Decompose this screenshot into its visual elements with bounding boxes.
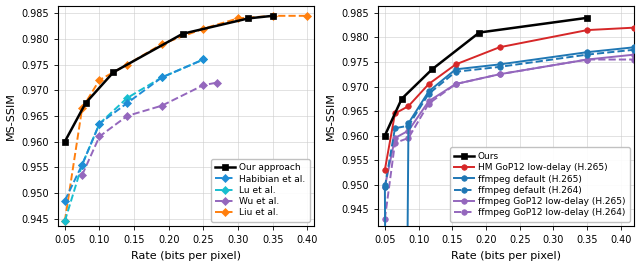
- Line: Ours: Ours: [381, 15, 590, 139]
- Ours: [398, 97, 406, 100]
- ffmpeg GoP12 low-delay (H.264): [452, 83, 460, 86]
- Habibian et al.: [200, 58, 207, 61]
- ffmpeg GoP12 low-delay (H.265): [425, 100, 433, 103]
- Line: HM GoP12 low-delay (H.265): HM GoP12 low-delay (H.265): [382, 25, 637, 173]
- ffmpeg default (H.264): [496, 65, 504, 68]
- Liu et al.: [124, 63, 131, 66]
- Line: ffmpeg default (H.264): ffmpeg default (H.264): [382, 47, 637, 190]
- Our approach: [61, 140, 68, 143]
- ffmpeg GoP12 low-delay (H.265): [452, 83, 460, 86]
- Wu et al.: [124, 114, 131, 118]
- Our approach: [244, 17, 252, 20]
- Y-axis label: MS-SSIM: MS-SSIM: [6, 92, 15, 140]
- Our approach: [82, 102, 90, 105]
- ffmpeg GoP12 low-delay (H.264): [584, 58, 591, 61]
- Habibian et al.: [124, 102, 131, 105]
- Wu et al.: [95, 135, 103, 138]
- Habibian et al.: [95, 122, 103, 125]
- Liu et al.: [200, 27, 207, 30]
- HM GoP12 low-delay (H.265): [496, 46, 504, 49]
- Liu et al.: [269, 14, 276, 17]
- ffmpeg default (H.265): [496, 63, 504, 66]
- ffmpeg default (H.265): [630, 46, 638, 49]
- Line: Our approach: Our approach: [61, 13, 276, 145]
- Lu et al.: [200, 58, 207, 61]
- HM GoP12 low-delay (H.265): [425, 83, 433, 86]
- Liu et al.: [95, 78, 103, 82]
- ffmpeg GoP12 low-delay (H.265): [584, 58, 591, 61]
- ffmpeg default (H.265): [452, 68, 460, 71]
- ffmpeg default (H.264): [404, 124, 412, 128]
- ffmpeg GoP12 low-delay (H.264): [381, 217, 388, 221]
- HM GoP12 low-delay (H.265): [452, 63, 460, 66]
- Our approach: [109, 71, 117, 74]
- Ours: [476, 31, 483, 34]
- Line: ffmpeg GoP12 low-delay (H.265): ffmpeg GoP12 low-delay (H.265): [382, 52, 637, 190]
- Y-axis label: MS-SSIM: MS-SSIM: [326, 92, 336, 140]
- Lu et al.: [78, 163, 86, 166]
- ffmpeg GoP12 low-delay (H.265): [630, 53, 638, 56]
- Ours: [381, 134, 388, 137]
- Line: Lu et al.: Lu et al.: [62, 57, 206, 224]
- Line: Wu et al.: Wu et al.: [79, 80, 220, 178]
- Wu et al.: [200, 83, 207, 87]
- Liu et al.: [158, 43, 166, 46]
- ffmpeg default (H.264): [630, 48, 638, 51]
- Habibian et al.: [158, 76, 166, 79]
- ffmpeg GoP12 low-delay (H.264): [391, 141, 399, 145]
- Lu et al.: [124, 96, 131, 100]
- Our approach: [269, 14, 276, 17]
- ffmpeg default (H.264): [425, 92, 433, 95]
- Wu et al.: [78, 173, 86, 177]
- ffmpeg default (H.265): [425, 90, 433, 93]
- ffmpeg GoP12 low-delay (H.265): [381, 185, 388, 189]
- HM GoP12 low-delay (H.265): [381, 168, 388, 172]
- ffmpeg GoP12 low-delay (H.264): [496, 73, 504, 76]
- Our approach: [179, 32, 186, 35]
- ffmpeg default (H.264): [584, 53, 591, 56]
- HM GoP12 low-delay (H.265): [404, 105, 412, 108]
- Lu et al.: [61, 219, 68, 223]
- ffmpeg GoP12 low-delay (H.265): [404, 129, 412, 132]
- Ours: [428, 68, 436, 71]
- Legend: Ours, HM GoP12 low-delay (H.265), ffmpeg default (H.265), ffmpeg default (H.264): Ours, HM GoP12 low-delay (H.265), ffmpeg…: [450, 147, 630, 222]
- ffmpeg GoP12 low-delay (H.264): [404, 136, 412, 140]
- ffmpeg default (H.265): [404, 122, 412, 125]
- HM GoP12 low-delay (H.265): [630, 26, 638, 29]
- ffmpeg default (H.265): [381, 183, 388, 186]
- HM GoP12 low-delay (H.265): [584, 28, 591, 32]
- Lu et al.: [95, 122, 103, 125]
- ffmpeg GoP12 low-delay (H.264): [425, 102, 433, 105]
- ffmpeg GoP12 low-delay (H.265): [496, 73, 504, 76]
- Liu et al.: [303, 14, 311, 17]
- ffmpeg default (H.264): [391, 127, 399, 130]
- Liu et al.: [234, 17, 242, 20]
- HM GoP12 low-delay (H.265): [391, 112, 399, 115]
- Lu et al.: [158, 76, 166, 79]
- X-axis label: Rate (bits per pixel): Rate (bits per pixel): [451, 251, 561, 261]
- ffmpeg GoP12 low-delay (H.265): [391, 136, 399, 140]
- ffmpeg default (H.264): [381, 185, 388, 189]
- Line: ffmpeg default (H.265): ffmpeg default (H.265): [382, 44, 637, 276]
- Line: Habibian et al.: Habibian et al.: [62, 57, 206, 203]
- ffmpeg GoP12 low-delay (H.264): [630, 58, 638, 61]
- Line: ffmpeg GoP12 low-delay (H.264): ffmpeg GoP12 low-delay (H.264): [382, 57, 637, 222]
- Habibian et al.: [78, 163, 86, 166]
- Liu et al.: [78, 107, 86, 110]
- Habibian et al.: [61, 199, 68, 202]
- Ours: [584, 16, 591, 20]
- X-axis label: Rate (bits per pixel): Rate (bits per pixel): [131, 251, 241, 261]
- ffmpeg default (H.264): [452, 70, 460, 73]
- Wu et al.: [158, 104, 166, 107]
- ffmpeg default (H.265): [584, 51, 591, 54]
- Legend: Our approach, Habibian et al., Lu et al., Wu et al., Liu et al.: Our approach, Habibian et al., Lu et al.…: [211, 159, 310, 222]
- Liu et al.: [61, 219, 68, 223]
- Line: Liu et al.: Liu et al.: [62, 13, 310, 224]
- Wu et al.: [213, 81, 221, 84]
